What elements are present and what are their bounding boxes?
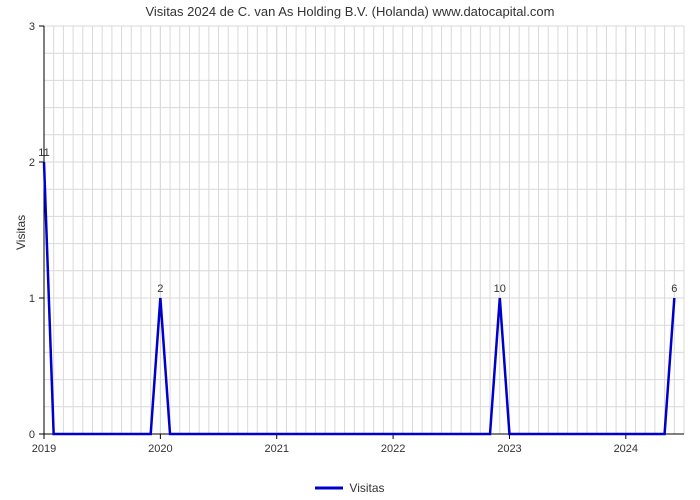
x-tick-label: 2020 bbox=[148, 443, 172, 455]
x-tick-label: 2019 bbox=[32, 443, 56, 455]
point-label: 2 bbox=[157, 283, 163, 295]
y-tick-label: 1 bbox=[29, 293, 35, 305]
x-tick-label: 2022 bbox=[381, 443, 405, 455]
point-label: 11 bbox=[38, 147, 49, 159]
y-tick-label: 0 bbox=[29, 429, 35, 441]
y-tick-label: 2 bbox=[29, 157, 35, 169]
y-tick-label: 3 bbox=[29, 21, 35, 33]
x-tick-label: 2023 bbox=[497, 443, 521, 455]
legend-swatch bbox=[315, 482, 343, 496]
x-tick-label: 2024 bbox=[614, 443, 638, 455]
plot-area: 2019202020212022202320240123112106 bbox=[0, 0, 700, 500]
x-tick-label: 2021 bbox=[264, 443, 288, 455]
point-label: 10 bbox=[494, 283, 506, 295]
chart-container: Visitas 2024 de C. van As Holding B.V. (… bbox=[0, 0, 700, 500]
point-label: 6 bbox=[671, 283, 677, 295]
legend-label: Visitas bbox=[349, 481, 384, 495]
legend: Visitas bbox=[0, 481, 700, 496]
